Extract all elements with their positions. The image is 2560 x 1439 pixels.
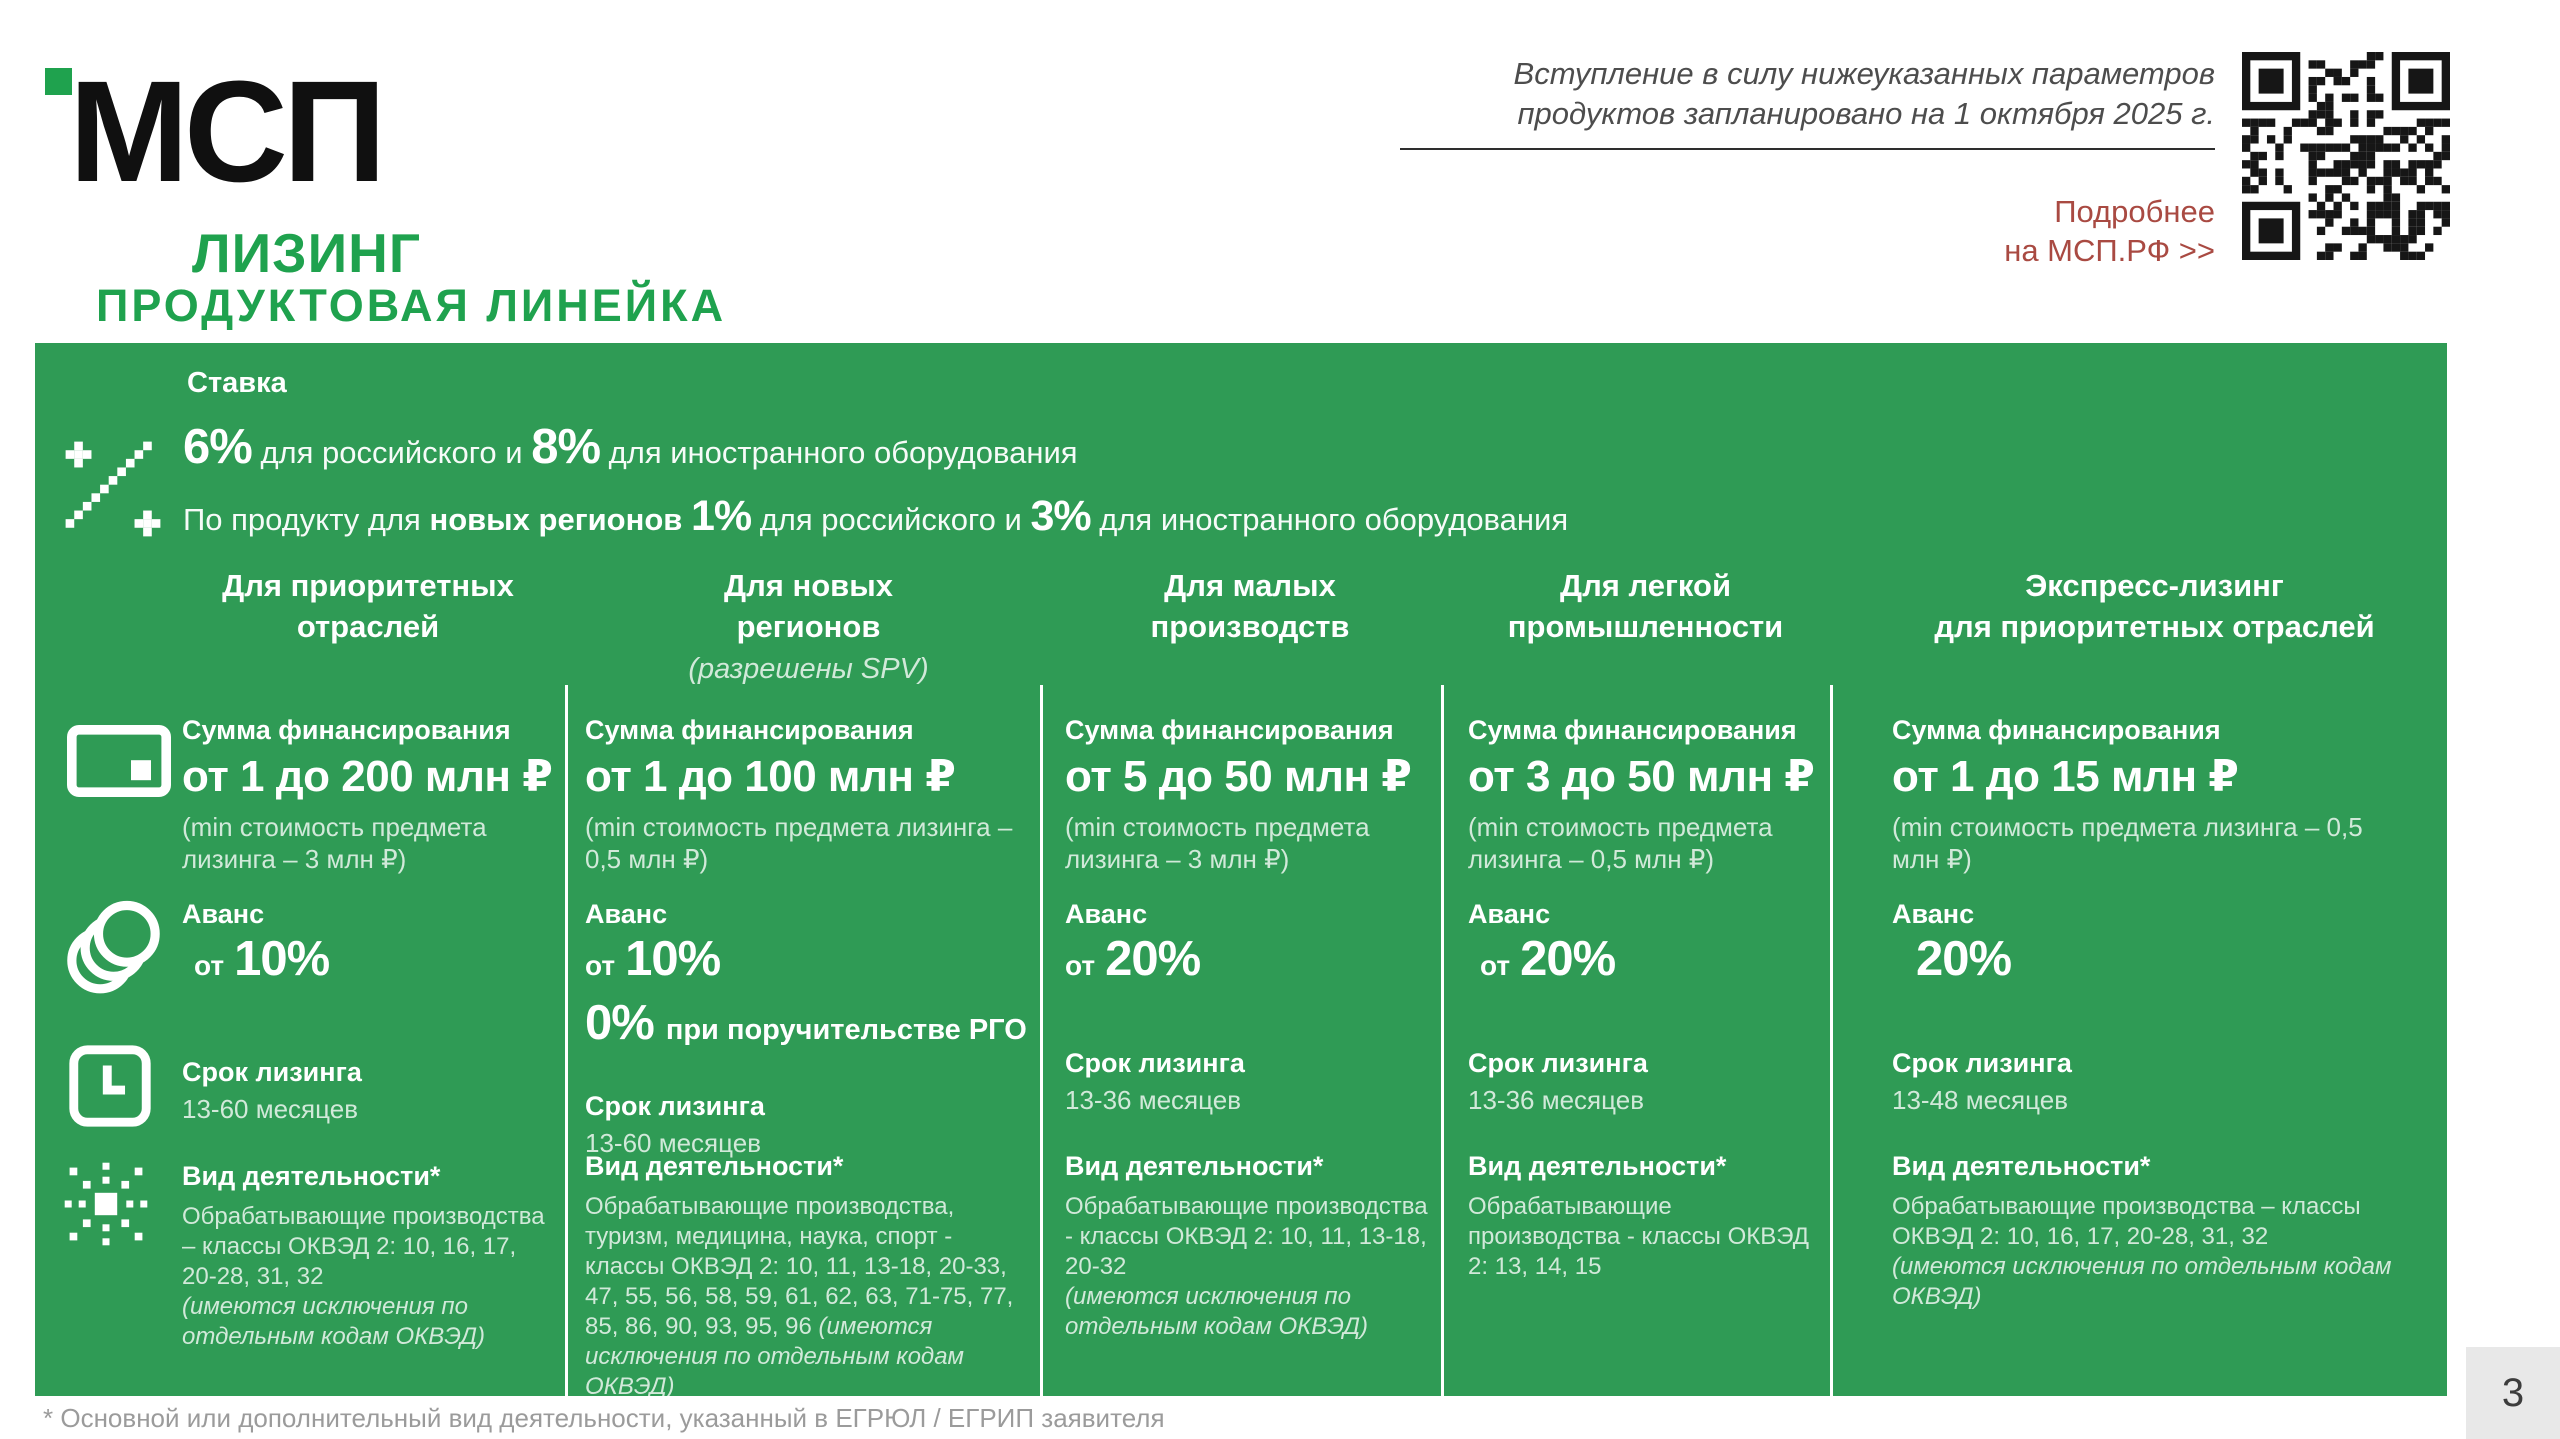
- activity-label: Вид деятельности*: [182, 1161, 441, 1191]
- column-divider: [1040, 685, 1043, 1396]
- sum-value: от 1 до 100 млн ₽: [585, 752, 956, 801]
- column-header: Для новых регионов (разрешены SPV): [565, 565, 1052, 690]
- term-label: Срок лизинга: [585, 1091, 765, 1121]
- advance-value: от 10%: [194, 932, 330, 986]
- logo-text-sub: ЛИЗИНГ: [192, 222, 422, 284]
- column-header-note: (разрешены SPV): [688, 653, 929, 685]
- qr-code: [2242, 52, 2450, 260]
- term-label: Срок лизинга: [1065, 1048, 1245, 1078]
- activity-body: Обрабатывающие производства – классы ОКВ…: [182, 1203, 545, 1350]
- sum-label: Сумма финансирования: [585, 715, 914, 745]
- term-label: Срок лизинга: [1468, 1048, 1648, 1078]
- sum-note: (min стоимость предмета лизинга – 0,5 мл…: [1468, 812, 1773, 874]
- advance-label: Аванс: [182, 899, 265, 929]
- advance-label: Аванс: [1065, 899, 1148, 929]
- advance-value: от 20%: [1480, 932, 1616, 986]
- product-column-small-manufacturing: Для малых производств Сумма финансирован…: [1065, 343, 1435, 1396]
- advance-value: 20%: [1916, 932, 2012, 986]
- sum-label: Сумма финансирования: [182, 715, 511, 745]
- rate-line-1: 6% для российского и 8% для иностранного…: [183, 420, 1078, 474]
- page-title: ПРОДУКТОВАЯ ЛИНЕЙКА: [96, 280, 727, 331]
- term-value: 13-60 месяцев: [585, 1128, 762, 1158]
- notice-line-2: продуктов запланировано на 1 октября 202…: [1517, 96, 2216, 131]
- term-label: Срок лизинга: [1892, 1048, 2072, 1078]
- column-header: Для малых производств: [1150, 568, 1350, 644]
- column-header: Для легкой промышленности: [1507, 568, 1784, 644]
- sum-note: (min стоимость предмета лизинга – 3 млн …: [182, 812, 487, 874]
- page-number: 3: [2466, 1347, 2560, 1439]
- sum-note: (min стоимость предмета лизинга – 3 млн …: [1065, 812, 1370, 874]
- activity-body: Обрабатывающие производства - классы ОКВ…: [1065, 1193, 1428, 1340]
- more-on-msp-link[interactable]: Подробнее на МСП.РФ >>: [2004, 194, 2215, 268]
- sum-label: Сумма финансирования: [1065, 715, 1394, 745]
- term-value: 13-36 месяцев: [1468, 1085, 1645, 1115]
- term-label: Срок лизинга: [182, 1057, 362, 1087]
- term-value: 13-48 месяцев: [1892, 1085, 2069, 1115]
- percent-icon: [65, 441, 161, 537]
- activity-label: Вид деятельности*: [1892, 1151, 2151, 1181]
- sum-value: от 1 до 200 млн ₽: [182, 752, 553, 801]
- sum-label: Сумма финансирования: [1892, 715, 2221, 745]
- product-column-express-leasing: Экспресс-лизинг для приоритетных отрасле…: [1892, 343, 2417, 1396]
- activity-label: Вид деятельности*: [1468, 1151, 1727, 1181]
- notice-line-1: Вступление в силу нижеуказанных параметр…: [1513, 56, 2215, 91]
- activity-body: Обрабатывающие производства - классы ОКВ…: [1468, 1193, 1809, 1280]
- rate-line-2: По продукту для новых регионов 1% для ро…: [183, 492, 1569, 540]
- sum-label: Сумма финансирования: [1468, 715, 1797, 745]
- activity-body: Обрабатывающие производства, туризм, мед…: [585, 1193, 1014, 1400]
- logo-text-main: МСП: [69, 51, 386, 212]
- term-clock-icon: [69, 1045, 151, 1127]
- products-table: Ставка 6% для российского и 8% для иност…: [35, 343, 2447, 1400]
- advance-value: от 20%: [1065, 932, 1201, 986]
- effective-date-notice: Вступление в силу нижеуказанных параметр…: [1400, 54, 2215, 150]
- advance-value: от 10%: [585, 932, 721, 986]
- advance-extra: 0% при поручительстве РГО: [585, 996, 1027, 1050]
- product-column-new-regions: Для новых регионов (разрешены SPV) Сумма…: [585, 343, 1032, 1400]
- sum-note: (min стоимость предмета лизинга – 0,5 мл…: [1892, 812, 2363, 874]
- sum-value: от 1 до 15 млн ₽: [1892, 752, 2239, 801]
- rate-label: Ставка: [187, 367, 287, 399]
- column-header: Для приоритетных отраслей: [222, 568, 514, 644]
- msp-leasing-logo: МСП ЛИЗИНГ: [45, 38, 420, 288]
- advance-label: Аванс: [1468, 899, 1551, 929]
- sum-value: от 5 до 50 млн ₽: [1065, 752, 1412, 801]
- column-divider: [565, 685, 568, 1396]
- advance-label: Аванс: [585, 899, 668, 929]
- product-column-priority: Для приоритетных отраслей Сумма финансир…: [182, 343, 554, 1396]
- sum-note: (min стоимость предмета лизинга – 0,5 мл…: [585, 812, 1013, 874]
- footnote: * Основной или дополнительный вид деятел…: [43, 1403, 1165, 1433]
- activity-label: Вид деятельности*: [585, 1151, 844, 1181]
- activity-label: Вид деятельности*: [1065, 1151, 1324, 1181]
- activity-asterisk-icon: [64, 1162, 148, 1246]
- product-column-light-industry: Для легкой промышленности Сумма финансир…: [1468, 343, 1823, 1396]
- column-header: Экспресс-лизинг для приоритетных отрасле…: [1934, 568, 2375, 644]
- financing-sum-icon: [67, 725, 171, 797]
- logo-accent-square: [45, 68, 72, 95]
- term-value: 13-60 месяцев: [182, 1094, 359, 1124]
- advance-coins-icon: [67, 900, 160, 994]
- activity-body: Обрабатывающие производства – классы ОКВ…: [1892, 1193, 2392, 1310]
- term-value: 13-36 месяцев: [1065, 1085, 1242, 1115]
- column-divider: [1441, 685, 1444, 1396]
- advance-label: Аванс: [1892, 899, 1975, 929]
- sum-value: от 3 до 50 млн ₽: [1468, 752, 1815, 801]
- column-divider: [1830, 685, 1833, 1396]
